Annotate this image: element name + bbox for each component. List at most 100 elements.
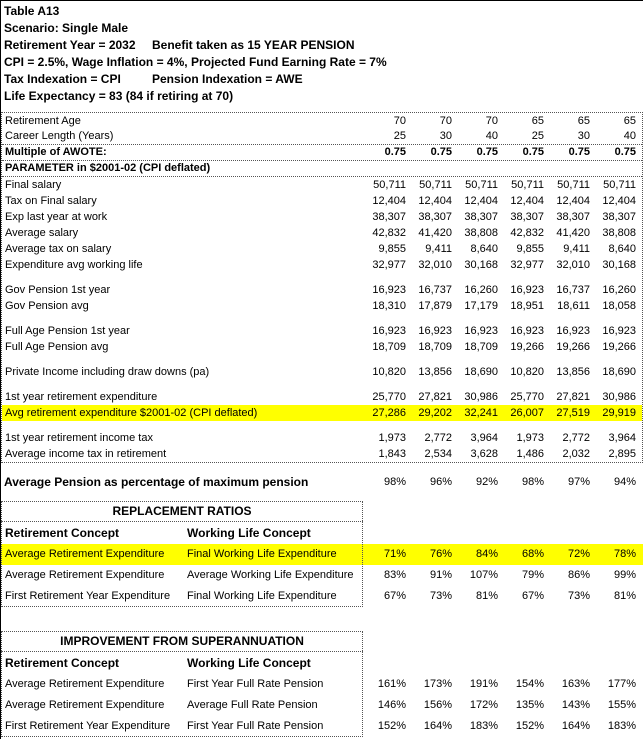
cell-value: 16,923: [464, 324, 498, 337]
cell-value: 76%: [429, 548, 452, 560]
pension-summary-label: Average Pension as percentage of maximum…: [4, 474, 309, 489]
table-row: Gov Pension avg 18,310 17,879 17,179 18,951 1…: [2, 298, 642, 314]
spacer-row: [2, 314, 642, 323]
cell-value: 32,010: [418, 258, 452, 271]
retirement-concept-cell: First Retirement Year Expenditure: [5, 720, 171, 732]
improvement-title: IMPROVEMENT FROM SUPERANNUATION: [1, 631, 363, 652]
cell-value: 18,058: [602, 299, 636, 312]
cell-value: 143%: [561, 699, 590, 711]
cell-value: 25,770: [372, 390, 406, 403]
row-label: 1st year retirement expenditure: [5, 390, 158, 403]
table-row: Average salary 42,832 41,420 38,808 42,832 41…: [2, 225, 642, 241]
cell-value: 50,711: [603, 178, 636, 191]
cell-value: 83%: [383, 569, 406, 581]
table-row: PARAMETER in $2001-02 (CPI deflated): [2, 161, 642, 177]
cell-value: 19,266: [602, 340, 636, 353]
cell-value: 13,856: [556, 365, 590, 378]
cell-value: 38,307: [602, 210, 636, 223]
cell-value: 152%: [515, 720, 544, 732]
row-label: Gov Pension 1st year: [5, 283, 111, 296]
cell-value: 12,404: [556, 194, 590, 207]
cell-value: 29,919: [602, 406, 636, 419]
cell-value: 8,640: [470, 242, 498, 255]
cell-value: 40: [485, 130, 498, 142]
cell-value: 18,611: [557, 299, 590, 312]
cell-value: 79%: [521, 569, 544, 581]
cell-value: 70: [439, 114, 452, 127]
cell-value: 3,628: [470, 447, 498, 460]
cell-value: 72%: [567, 548, 590, 560]
cell-value: 27,821: [418, 390, 452, 403]
cell-value: 18,951: [510, 299, 544, 312]
cell-value: 27,286: [372, 406, 406, 419]
working-life-concept-cell: Final Working Life Expenditure: [187, 590, 337, 602]
cell-value: 30,986: [464, 390, 498, 403]
table-row: Average tax on salary 9,855 9,411 8,640 9,85…: [2, 241, 642, 257]
cell-value: 94%: [613, 475, 636, 488]
cell-value: 73%: [567, 590, 590, 602]
cell-value: 50,711: [511, 178, 544, 191]
working-life-concept-cell: Average Full Rate Pension: [187, 699, 318, 711]
cell-value: 3,964: [608, 431, 636, 444]
cell-value: 2,032: [562, 447, 590, 460]
row-label: PARAMETER in $2001-02 (CPI deflated): [5, 162, 211, 174]
pension-indexation-text: Pension Indexation = AWE: [152, 72, 303, 86]
cell-value: 30,986: [602, 390, 636, 403]
cell-value: 0.75: [430, 146, 452, 158]
row-label: Career Length (Years): [5, 130, 114, 142]
cell-value: 65: [577, 114, 590, 127]
cell-value: 32,977: [372, 258, 406, 271]
cell-value: 38,307: [418, 210, 452, 223]
cell-value: 135%: [515, 699, 544, 711]
improvement-section: IMPROVEMENT FROM SUPERANNUATION Retireme…: [1, 631, 643, 737]
cell-value: 16,260: [602, 283, 636, 296]
cell-value: 183%: [469, 720, 498, 732]
cell-value: 42,832: [510, 226, 544, 239]
cell-value: 98%: [521, 475, 544, 488]
cell-value: 16,923: [372, 283, 406, 296]
table-row: Multiple of AWOTE: 0.75 0.75 0.75 0.75 0.75 0.…: [2, 145, 642, 161]
cell-value: 38,307: [372, 210, 406, 223]
cell-value: 2,772: [424, 431, 452, 444]
cell-value: 0.75: [476, 146, 498, 158]
spacer-row: [2, 421, 642, 430]
table-row: First Retirement Year Expenditure First Y…: [1, 716, 643, 737]
cell-value: 26,007: [510, 406, 544, 419]
table-row: Average Retirement Expenditure Average Fu…: [1, 695, 643, 716]
cell-value: 1,486: [516, 447, 544, 460]
improvement-header-row: Retirement Concept Working Life Concept: [1, 652, 643, 674]
cell-value: 38,808: [464, 226, 498, 239]
working-life-concept-cell: Average Working Life Expenditure: [187, 569, 354, 581]
cell-value: 41,420: [418, 226, 452, 239]
cell-value: 18,310: [372, 299, 406, 312]
cell-value: 107%: [469, 569, 498, 581]
cell-value: 191%: [469, 678, 498, 690]
cell-value: 18,690: [464, 365, 498, 378]
cell-value: 9,411: [425, 242, 452, 255]
cell-value: 67%: [521, 590, 544, 602]
cell-value: 84%: [475, 548, 498, 560]
row-label: Multiple of AWOTE:: [5, 146, 107, 158]
row-label: Private Income including draw downs (pa): [5, 365, 210, 378]
cell-value: 12,404: [510, 194, 544, 207]
cell-value: 30: [577, 130, 590, 142]
cell-value: 12,404: [464, 194, 498, 207]
table-row: Exp last year at work 38,307 38,307 38,307 3…: [2, 209, 642, 225]
row-label: Gov Pension avg: [5, 299, 89, 312]
cell-value: 65: [623, 114, 636, 127]
cell-value: 67%: [383, 590, 406, 602]
cell-value: 25: [393, 130, 406, 142]
cell-value: 1,973: [516, 431, 544, 444]
cell-value: 16,737: [418, 283, 452, 296]
table-row: Average Retirement Expenditure Final Work…: [1, 544, 643, 565]
cell-value: 50,711: [465, 178, 498, 191]
table-row: Private Income including draw downs (pa)…: [2, 364, 642, 380]
row-label: Average income tax in retirement: [5, 447, 167, 460]
cell-value: 156%: [423, 699, 452, 711]
cell-value: 30,168: [602, 258, 636, 271]
cell-value: 3,964: [470, 431, 498, 444]
table-row: Career Length (Years) 25 30 40 25 30 40: [2, 129, 642, 145]
table-row: Expenditure avg working life 32,977 32,010…: [2, 257, 642, 273]
cell-value: 99%: [613, 569, 636, 581]
cell-value: 30: [439, 130, 452, 142]
